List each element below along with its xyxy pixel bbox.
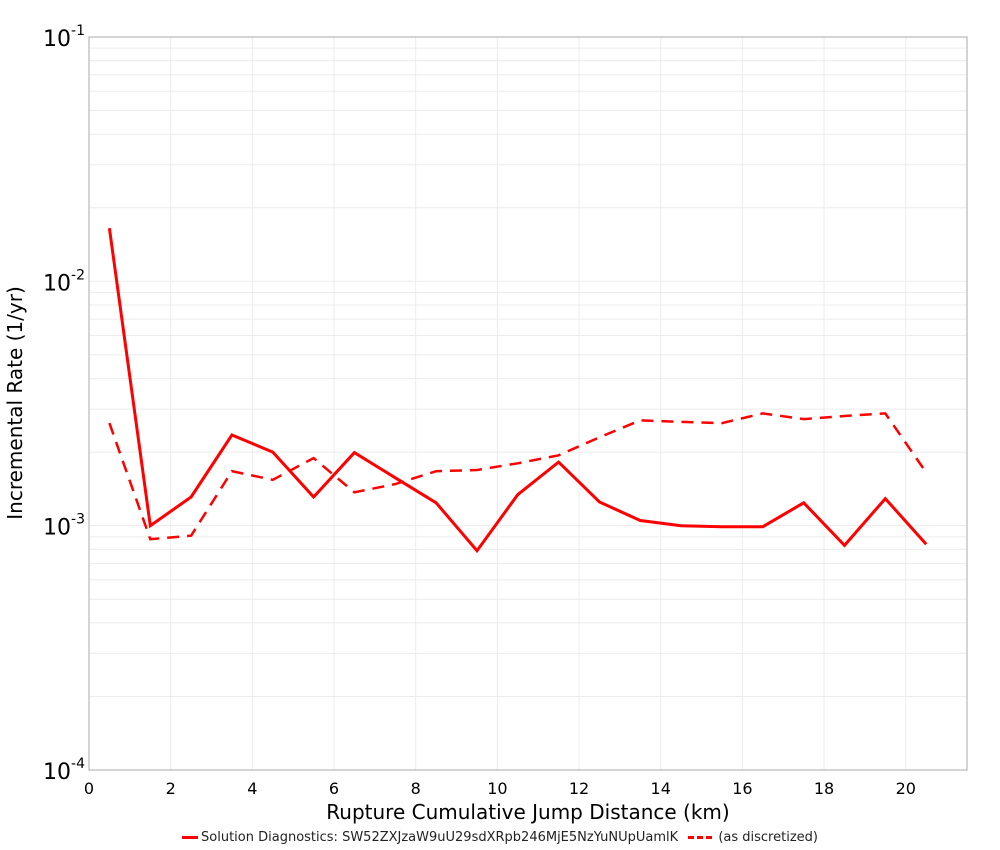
legend-dashed-label: (as discretized) bbox=[718, 830, 818, 845]
x-tick-label: 4 bbox=[247, 779, 257, 798]
x-tick-label: 20 bbox=[896, 779, 916, 798]
legend-solid-label: Solution Diagnostics: SW52ZXJzaW9uU29sdX… bbox=[201, 830, 679, 845]
x-tick-label: 8 bbox=[411, 779, 421, 798]
y-axis-ticks: 10-1 10-2 10-3 10-4 bbox=[43, 23, 85, 785]
x-axis-ticks: 0 2 4 6 8 10 12 14 16 18 20 bbox=[84, 779, 916, 798]
legend-dashed-line-icon bbox=[688, 836, 713, 839]
series-line-discretized bbox=[108, 412, 928, 541]
x-tick-label: 0 bbox=[84, 779, 94, 798]
x-tick-label: 18 bbox=[814, 779, 834, 798]
x-tick-label: 6 bbox=[329, 779, 339, 798]
grid-lines bbox=[89, 37, 967, 771]
x-tick-label: 12 bbox=[569, 779, 589, 798]
legend: Solution Diagnostics: SW52ZXJzaW9uU29sdX… bbox=[0, 828, 1000, 845]
series-lines bbox=[107, 227, 928, 554]
legend-item-discretized: (as discretized) bbox=[682, 830, 818, 845]
y-tick-label: 10-2 bbox=[43, 267, 85, 296]
x-tick-label: 2 bbox=[166, 779, 176, 798]
y-tick-label: 10-1 bbox=[43, 23, 85, 52]
legend-item-solution: Solution Diagnostics: SW52ZXJzaW9uU29sdX… bbox=[182, 830, 678, 845]
plot-frame bbox=[88, 36, 968, 771]
y-tick-label: 10-3 bbox=[43, 512, 85, 541]
legend-solid-line-icon bbox=[182, 836, 199, 839]
x-tick-label: 16 bbox=[732, 779, 752, 798]
x-tick-label: 14 bbox=[651, 779, 671, 798]
series-line-solution bbox=[107, 227, 928, 554]
x-tick-label: 10 bbox=[487, 779, 507, 798]
y-tick-label: 10-4 bbox=[43, 756, 85, 785]
x-axis-title: Rupture Cumulative Jump Distance (km) bbox=[326, 800, 729, 824]
y-axis-title: Incremental Rate (1/yr) bbox=[3, 286, 27, 519]
